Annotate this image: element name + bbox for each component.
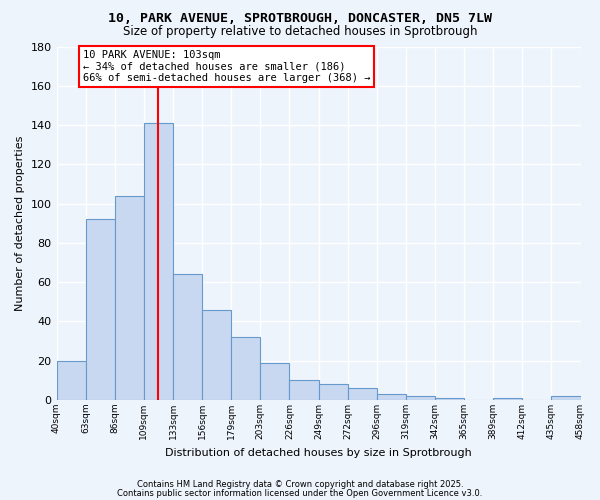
Bar xyxy=(260,362,289,400)
Bar xyxy=(406,396,435,400)
Text: Size of property relative to detached houses in Sprotbrough: Size of property relative to detached ho… xyxy=(123,25,477,38)
Text: 10, PARK AVENUE, SPROTBROUGH, DONCASTER, DN5 7LW: 10, PARK AVENUE, SPROTBROUGH, DONCASTER,… xyxy=(108,12,492,26)
Y-axis label: Number of detached properties: Number of detached properties xyxy=(15,136,25,311)
Bar xyxy=(202,310,231,400)
Text: Contains public sector information licensed under the Open Government Licence v3: Contains public sector information licen… xyxy=(118,488,482,498)
Bar xyxy=(56,360,86,400)
Bar xyxy=(319,384,347,400)
Bar xyxy=(493,398,522,400)
Bar xyxy=(289,380,319,400)
Bar xyxy=(347,388,377,400)
Bar xyxy=(173,274,202,400)
Bar xyxy=(115,196,144,400)
Bar xyxy=(551,396,581,400)
Text: Contains HM Land Registry data © Crown copyright and database right 2025.: Contains HM Land Registry data © Crown c… xyxy=(137,480,463,489)
Text: 10 PARK AVENUE: 103sqm
← 34% of detached houses are smaller (186)
66% of semi-de: 10 PARK AVENUE: 103sqm ← 34% of detached… xyxy=(83,50,370,83)
Bar xyxy=(144,123,173,400)
Bar xyxy=(377,394,406,400)
Bar xyxy=(86,220,115,400)
X-axis label: Distribution of detached houses by size in Sprotbrough: Distribution of detached houses by size … xyxy=(165,448,472,458)
Bar xyxy=(231,337,260,400)
Bar xyxy=(435,398,464,400)
